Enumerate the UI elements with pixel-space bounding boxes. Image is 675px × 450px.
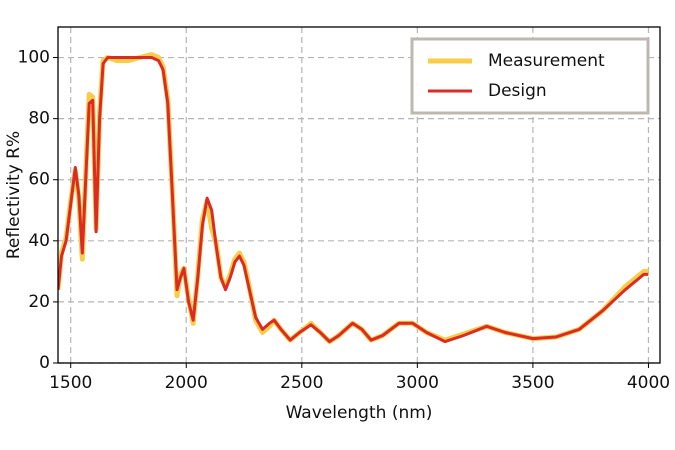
y-tick-label: 0 <box>39 353 50 373</box>
data-line <box>58 56 649 344</box>
legend-label: Measurement <box>488 51 605 71</box>
x-axis-label: Wavelength (nm) <box>286 403 433 423</box>
legend-box <box>410 37 650 115</box>
y-tick-label: 60 <box>28 170 50 190</box>
y-tick-label: 20 <box>28 292 50 312</box>
y-axis-label: Reflectivity R% <box>4 131 24 259</box>
plot-frame <box>57 26 661 364</box>
x-tick-label: 2000 <box>165 373 208 393</box>
x-tick-label: 1500 <box>49 373 92 393</box>
x-tick-label: 3500 <box>511 373 554 393</box>
x-tick-label: 4000 <box>627 373 670 393</box>
y-tick-label: 40 <box>28 231 50 251</box>
y-tick-label: 80 <box>28 109 50 129</box>
legend-label: Design <box>488 81 547 101</box>
x-tick-label: 2500 <box>280 373 323 393</box>
x-tick-label: 3000 <box>396 373 439 393</box>
y-tick-label: 100 <box>18 48 50 68</box>
